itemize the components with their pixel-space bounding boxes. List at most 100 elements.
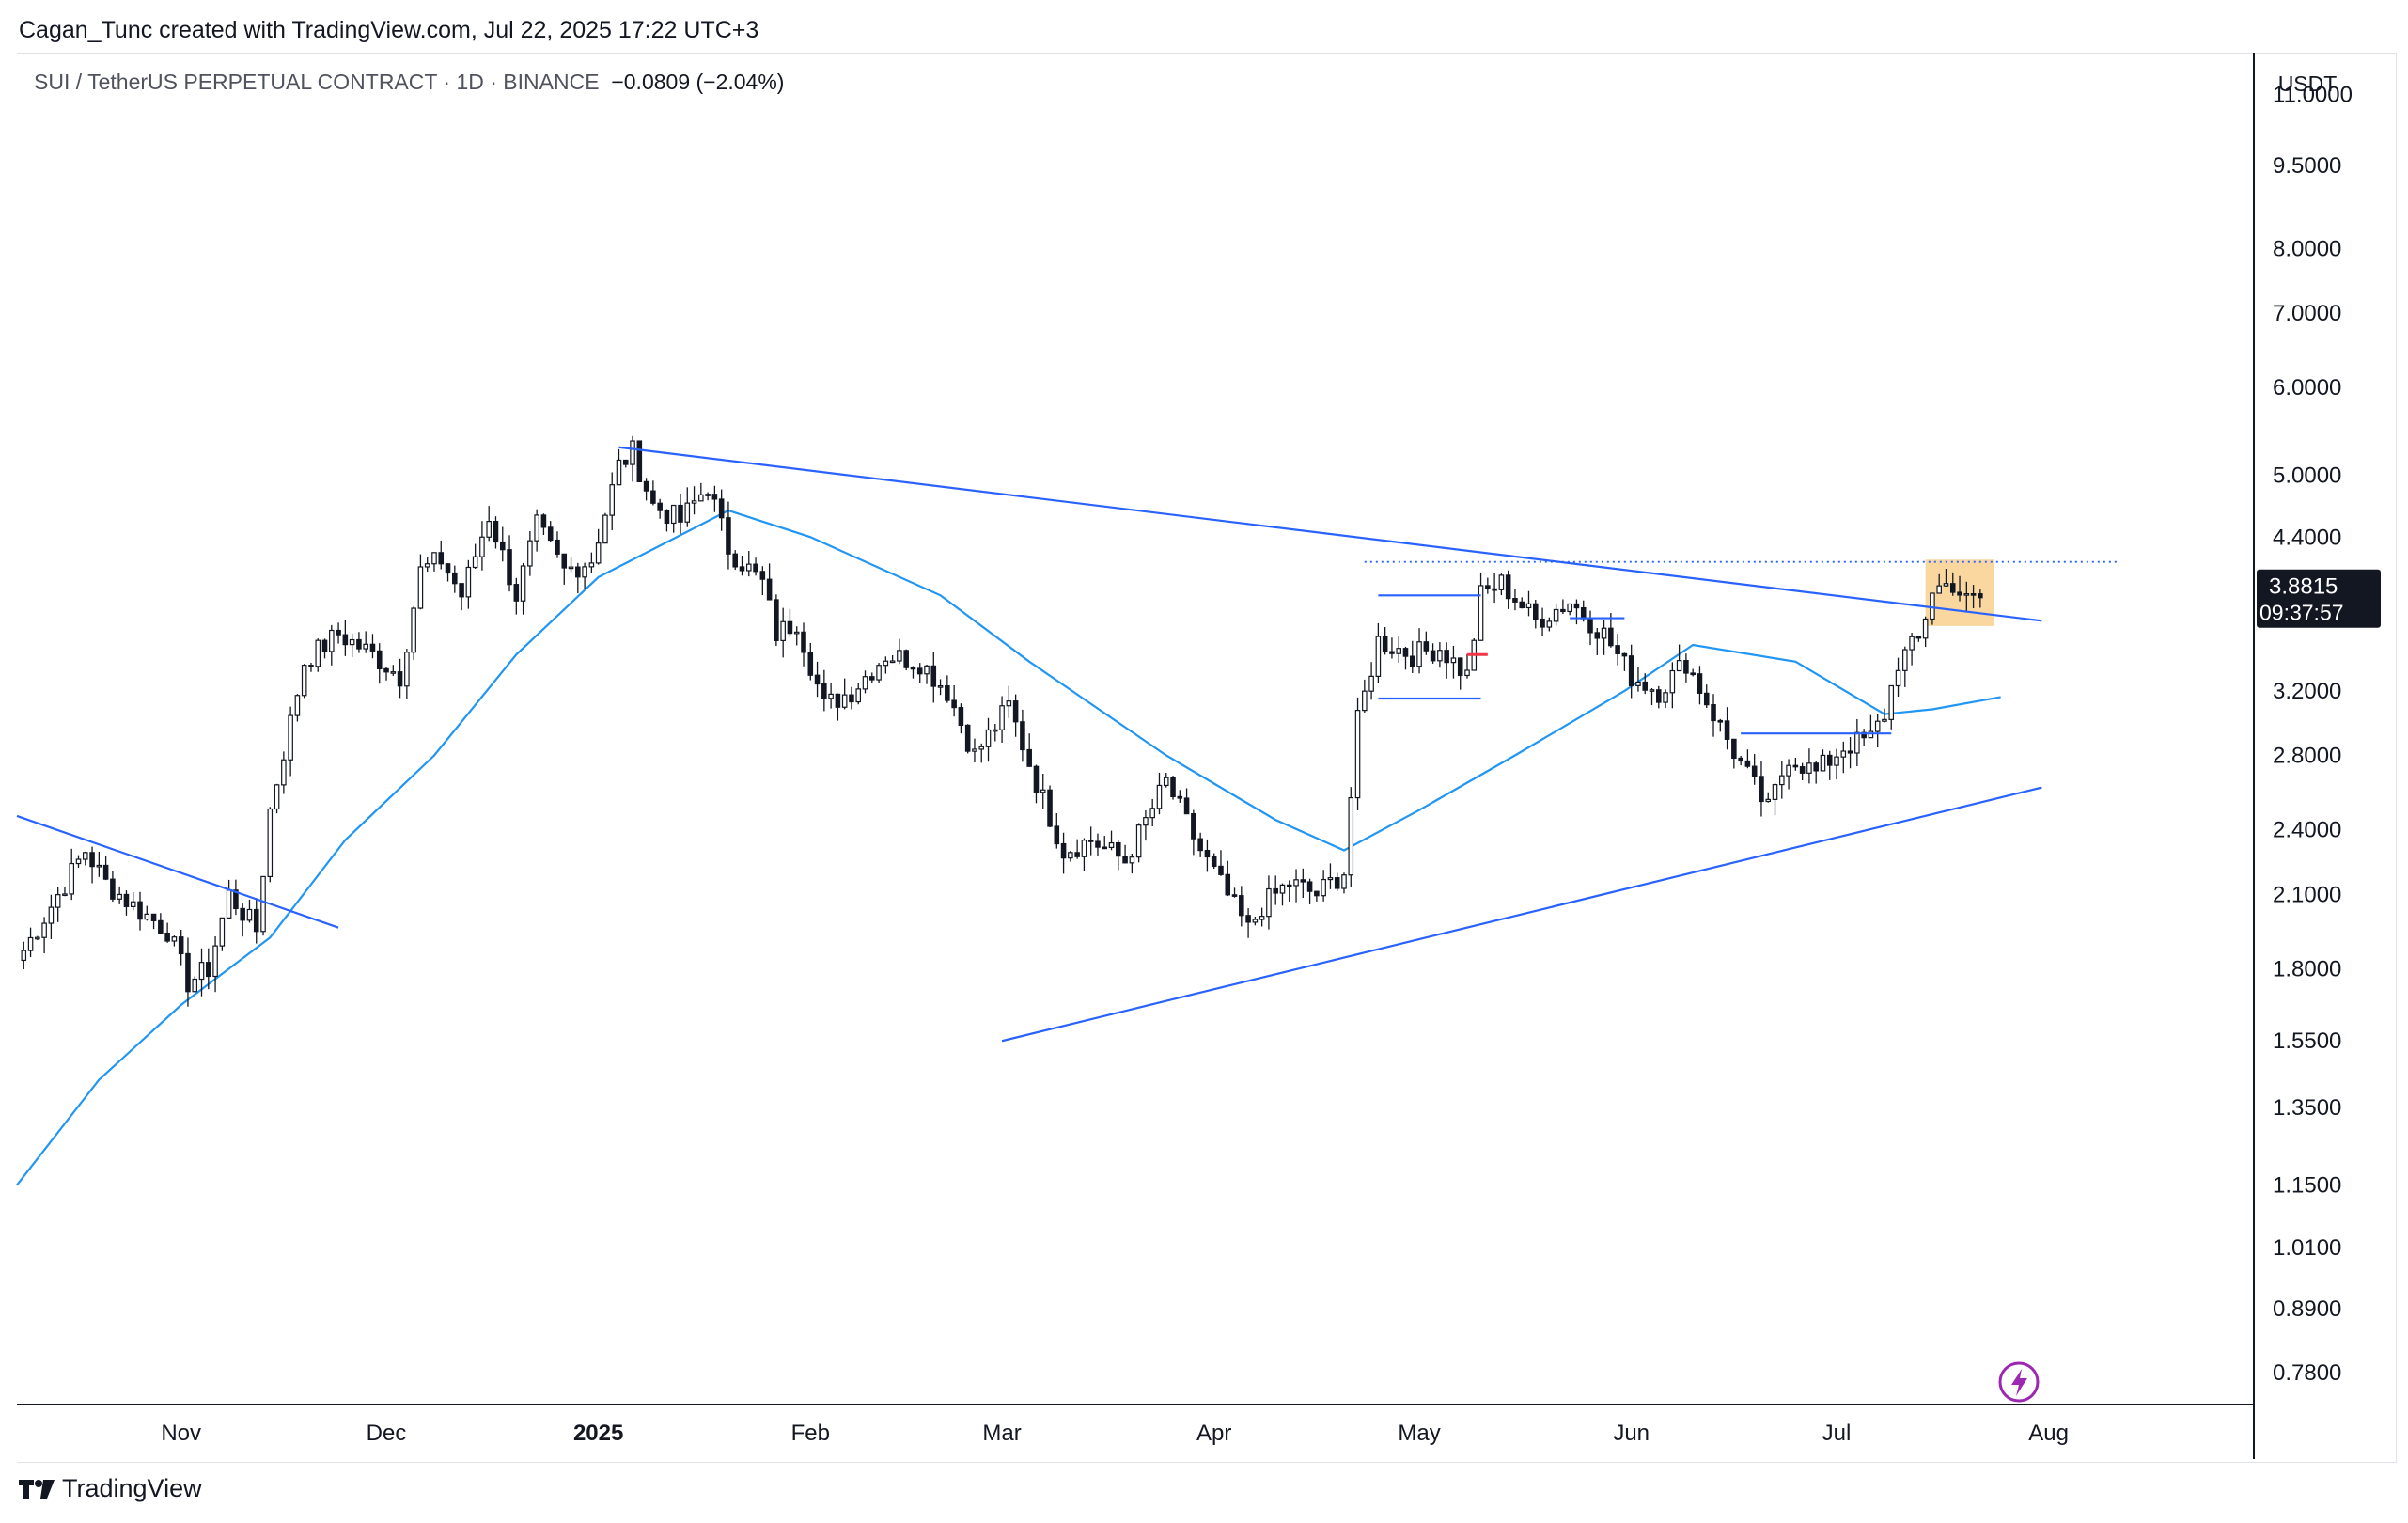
candle	[342, 620, 349, 656]
chart-attribution: Cagan_Tunc created with TradingView.com,…	[19, 17, 759, 43]
candle	[486, 506, 492, 542]
candle-body	[841, 694, 848, 708]
candle	[534, 509, 539, 552]
candle	[21, 941, 27, 970]
price-tick-label: 6.0000	[2273, 375, 2341, 400]
candle	[527, 530, 533, 576]
candle-body	[1163, 777, 1169, 787]
candle-body	[1012, 700, 1019, 723]
candle	[96, 852, 102, 877]
candle-body	[82, 852, 88, 860]
candle	[1204, 839, 1211, 872]
candle-body	[903, 650, 909, 668]
candle-body	[1143, 817, 1149, 826]
candle-body	[1402, 648, 1409, 657]
candle-body	[595, 542, 602, 564]
candle-body	[575, 566, 581, 578]
candle	[664, 509, 670, 532]
ascending-support-trendline[interactable]	[1001, 786, 2042, 1043]
price-tick-label: 1.8000	[2273, 956, 2341, 981]
candle	[1546, 617, 1553, 632]
candle	[69, 848, 75, 901]
candle	[1423, 631, 1430, 655]
candle	[1293, 869, 1299, 903]
candle	[1060, 832, 1067, 874]
time-tick-label: Jun	[1613, 1421, 1650, 1446]
candle	[1409, 640, 1415, 674]
candle	[1306, 878, 1313, 904]
candle-body	[294, 695, 301, 716]
candle	[1327, 863, 1334, 889]
flash-icon[interactable]	[1998, 1361, 2040, 1403]
candle	[787, 608, 793, 637]
moving-average-layer	[16, 509, 2001, 1186]
candle	[1286, 880, 1292, 902]
candle-body	[363, 643, 368, 650]
candle	[349, 634, 355, 658]
candle	[1738, 755, 1743, 766]
candle	[1252, 917, 1259, 926]
candle-body	[233, 889, 239, 910]
candle	[62, 887, 68, 897]
candle	[1669, 662, 1676, 709]
candle-body	[349, 638, 355, 646]
candle-body	[1540, 618, 1545, 628]
candle-body	[616, 459, 622, 486]
candle-body	[889, 660, 896, 664]
candle	[1806, 748, 1812, 784]
candle	[636, 440, 643, 482]
candle-body	[1834, 756, 1839, 766]
candle	[1047, 785, 1053, 828]
candle-body	[178, 936, 184, 955]
candle	[1163, 772, 1169, 788]
tradingview-logo[interactable]: TradingView	[19, 1474, 202, 1503]
candle	[356, 632, 362, 653]
candle	[397, 658, 403, 699]
candle-body	[1868, 730, 1874, 739]
candle-body	[486, 521, 492, 538]
candle	[1978, 589, 1983, 608]
candle-body	[1642, 681, 1649, 691]
candle-body	[315, 639, 321, 667]
candle	[753, 557, 758, 576]
candle	[102, 856, 109, 881]
candle	[1697, 666, 1703, 705]
price-tick-label: 11.0000	[2273, 83, 2353, 108]
candle-body	[1074, 852, 1080, 857]
candle-body	[1949, 583, 1956, 593]
candle-body	[855, 688, 862, 703]
candle-body	[1409, 655, 1415, 667]
descending-resistance-trendline[interactable]	[618, 446, 2042, 622]
candle	[1170, 776, 1176, 800]
candles-layer	[21, 435, 1983, 1007]
candle	[1054, 813, 1060, 849]
early-downtrend-trendline[interactable]	[16, 814, 339, 929]
candle	[233, 879, 239, 916]
candle-body	[964, 724, 971, 752]
candle	[1649, 687, 1655, 706]
candle	[1731, 738, 1737, 769]
candle	[1135, 823, 1142, 863]
candle-body	[1567, 603, 1572, 613]
candle-body	[185, 952, 191, 993]
candle	[1087, 826, 1094, 856]
candle	[1532, 599, 1539, 629]
candle-body	[192, 978, 198, 993]
candle	[1703, 684, 1710, 708]
candle	[1957, 575, 1962, 602]
candle-body	[993, 729, 998, 732]
candle-body	[711, 494, 718, 500]
candle	[1314, 890, 1320, 902]
candle	[1026, 733, 1032, 767]
candle-body	[705, 494, 711, 496]
candle-body	[321, 639, 328, 652]
candle	[1840, 741, 1847, 774]
candle-body	[499, 541, 506, 551]
candle-body	[1505, 574, 1511, 600]
chart-frame	[17, 53, 2397, 1463]
candle-body	[753, 563, 758, 573]
candle	[1813, 761, 1819, 784]
symbol-legend[interactable]: SUI / TetherUS PERPETUAL CONTRACT · 1D ·…	[34, 70, 784, 95]
